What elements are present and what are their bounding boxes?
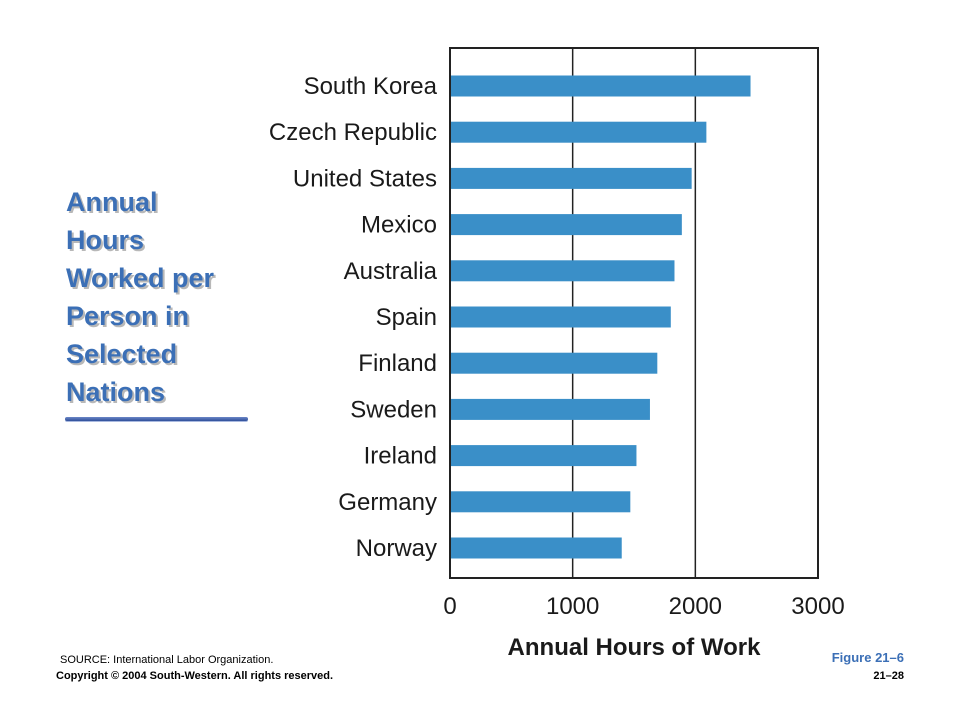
title-line: Worked per (66, 263, 215, 293)
bar (450, 352, 658, 374)
bar (450, 214, 682, 236)
title-underline (65, 417, 248, 421)
category-label: Czech Republic (269, 119, 437, 146)
bar (450, 491, 631, 513)
bar (450, 260, 675, 282)
category-label: Spain (376, 304, 437, 331)
category-label: Finland (358, 350, 437, 377)
bar (450, 121, 707, 143)
category-label: Australia (344, 258, 438, 285)
category-label: Mexico (361, 212, 437, 239)
figure-label: Figure 21–6 (831, 650, 904, 665)
x-tick-label: 3000 (791, 593, 844, 620)
category-label: Germany (338, 489, 437, 516)
x-tick-label: 0 (443, 593, 456, 620)
category-label: South Korea (304, 73, 438, 100)
plot-frame (449, 47, 819, 579)
category-label: Sweden (350, 396, 437, 423)
copyright-notice: Copyright © 2004 South-Western. All righ… (56, 670, 334, 682)
title-line: Person in (66, 301, 190, 331)
source-note: SOURCE: International Labor Organization… (60, 654, 274, 666)
bar (450, 75, 751, 97)
title-line: Hours (66, 225, 145, 255)
bar (450, 306, 671, 328)
title-line: Annual (66, 187, 158, 217)
slide-title: Annual Hours Worked per Person in Select… (66, 183, 266, 411)
category-label: United States (293, 165, 437, 192)
page-number: 21–28 (873, 670, 904, 682)
x-tick-label: 1000 (546, 593, 599, 620)
title-line: Nations (66, 377, 166, 407)
bar (450, 167, 692, 189)
category-label: Norway (356, 535, 437, 562)
bar (450, 537, 622, 559)
category-label: Ireland (364, 443, 437, 470)
title-line: Selected (66, 339, 178, 369)
bar (450, 445, 637, 467)
bar (450, 398, 650, 420)
x-tick-label: 2000 (669, 593, 722, 620)
x-axis-label: Annual Hours of Work (508, 634, 762, 661)
